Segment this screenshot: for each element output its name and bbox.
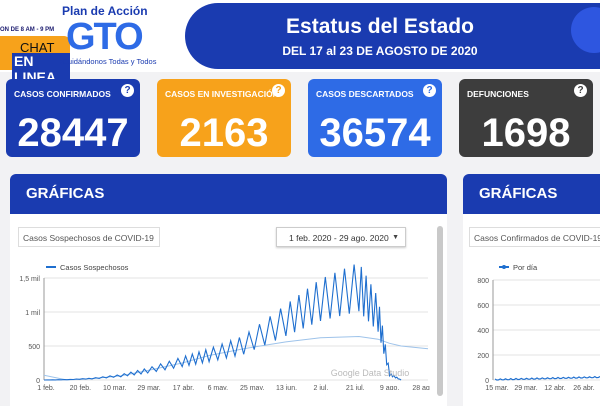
card-confirmed: CASOS CONFIRMADOS ? 28447 xyxy=(6,79,140,157)
panel-title: GRÁFICAS xyxy=(26,185,105,202)
panel-header: GRÁFICAS xyxy=(463,174,600,214)
chat-label: CHAT xyxy=(20,40,55,55)
card-discarded: CASOS DESCARTADOS ? 36574 xyxy=(308,79,442,157)
date-range-select[interactable]: 1 feb. 2020 - 29 ago. 2020 ▼ xyxy=(276,227,406,247)
x-tick-label: 25 may. xyxy=(240,385,264,390)
x-tick-label: 2 jul. xyxy=(314,385,329,390)
card-label: CASOS CONFIRMADOS xyxy=(14,89,111,99)
panel-title: GRÁFICAS xyxy=(479,185,558,202)
charts-panel-confirmed: GRÁFICAS Casos Confirmados de COVID-19 0… xyxy=(463,174,600,406)
watermark: Google Data Studio xyxy=(331,368,410,378)
x-tick-label: 20 feb. xyxy=(70,385,91,390)
legend-marker xyxy=(502,265,506,269)
legend-label: Por día xyxy=(513,263,538,272)
card-value: 36574 xyxy=(319,111,431,155)
card-value: 1698 xyxy=(481,111,571,155)
x-tick-label: 15 mar. xyxy=(485,385,508,392)
help-icon[interactable]: ? xyxy=(574,84,587,97)
x-tick-label: 12 abr. xyxy=(544,385,565,392)
card-value: 28447 xyxy=(17,111,129,155)
legend-label: Casos Sospechosos xyxy=(60,263,129,272)
card-value: 2163 xyxy=(179,111,269,155)
logo-top-text: Plan de Acción xyxy=(62,4,148,18)
x-tick-label: 6 may. xyxy=(208,385,229,390)
y-tick-label: 400 xyxy=(477,328,489,335)
hours-text: ON DE 8 AM - 9 PM xyxy=(0,27,55,33)
chart-title: Casos Confirmados de COVID-19 xyxy=(469,227,600,247)
x-tick-label: 17 abr. xyxy=(173,385,194,390)
help-icon[interactable]: ? xyxy=(121,84,134,97)
card-label: DEFUNCIONES xyxy=(467,89,529,99)
logo: Plan de Acción GTO ¡Cuidándonos Todas y … xyxy=(60,2,180,68)
y-tick-label: 500 xyxy=(28,344,40,351)
charts-panel-suspected: GRÁFICAS Casos Sospechosos de COVID-19 1… xyxy=(10,174,447,406)
y-tick-label: 1,5 mil xyxy=(19,276,40,283)
x-tick-label: 21 jul. xyxy=(346,385,365,390)
x-tick-label: 28 ago. xyxy=(412,385,430,390)
x-tick-label: 13 jun. xyxy=(276,385,297,390)
header: ON DE 8 AM - 9 PM CHAT EN LINEA Plan de … xyxy=(0,0,600,85)
series-line xyxy=(43,264,402,381)
title-banner: Estatus del Estado DEL 17 al 23 DE AGOST… xyxy=(185,3,600,69)
help-icon[interactable]: ? xyxy=(423,84,436,97)
y-tick-label: 800 xyxy=(477,278,489,285)
confirmed-cases-chart: 0 200 400 600 800 15 mar. 29 mar. 12 abr. 26 abr… xyxy=(477,263,600,392)
chart-title: Casos Sospechosos de COVID-19 xyxy=(18,227,160,247)
y-tick-label: 1 mil xyxy=(25,310,40,317)
series-line xyxy=(494,375,600,381)
x-tick-label: 26 abr. xyxy=(573,385,594,392)
x-tick-label: 9 ago. xyxy=(380,385,400,390)
page-subtitle: DEL 17 al 23 DE AGOSTO DE 2020 xyxy=(282,44,478,58)
card-label: CASOS EN INVESTIGACIÓN xyxy=(165,89,279,99)
y-tick-label: 0 xyxy=(36,378,40,385)
x-tick-label: 1 feb. xyxy=(37,385,55,390)
logo-gto-text: GTO xyxy=(66,16,144,58)
caret-down-icon: ▼ xyxy=(392,234,399,241)
card-investigation: CASOS EN INVESTIGACIÓN ? 2163 xyxy=(157,79,291,157)
card-label: CASOS DESCARTADOS xyxy=(316,89,414,99)
x-tick-label: 10 mar. xyxy=(103,385,126,390)
help-icon[interactable]: ? xyxy=(272,84,285,97)
suspected-cases-chart: 0 500 1 mil 1,5 mil 1 feb. 20 feb. 10 mar. 29 m… xyxy=(19,263,430,390)
logo-slogan: ¡Cuidándonos Todas y Todos xyxy=(60,57,157,66)
y-tick-label: 0 xyxy=(485,378,489,385)
decorative-bubble xyxy=(571,7,600,53)
x-tick-label: 29 mar. xyxy=(514,385,537,392)
page-title: Estatus del Estado xyxy=(286,15,474,38)
panel-header: GRÁFICAS xyxy=(10,174,447,214)
card-deaths: DEFUNCIONES ? 1698 xyxy=(459,79,593,157)
date-range-value: 1 feb. 2020 - 29 ago. 2020 xyxy=(289,233,389,243)
scrollbar[interactable] xyxy=(437,226,443,396)
y-tick-label: 200 xyxy=(477,353,489,360)
y-tick-label: 600 xyxy=(477,303,489,310)
x-tick-label: 29 mar. xyxy=(137,385,160,390)
